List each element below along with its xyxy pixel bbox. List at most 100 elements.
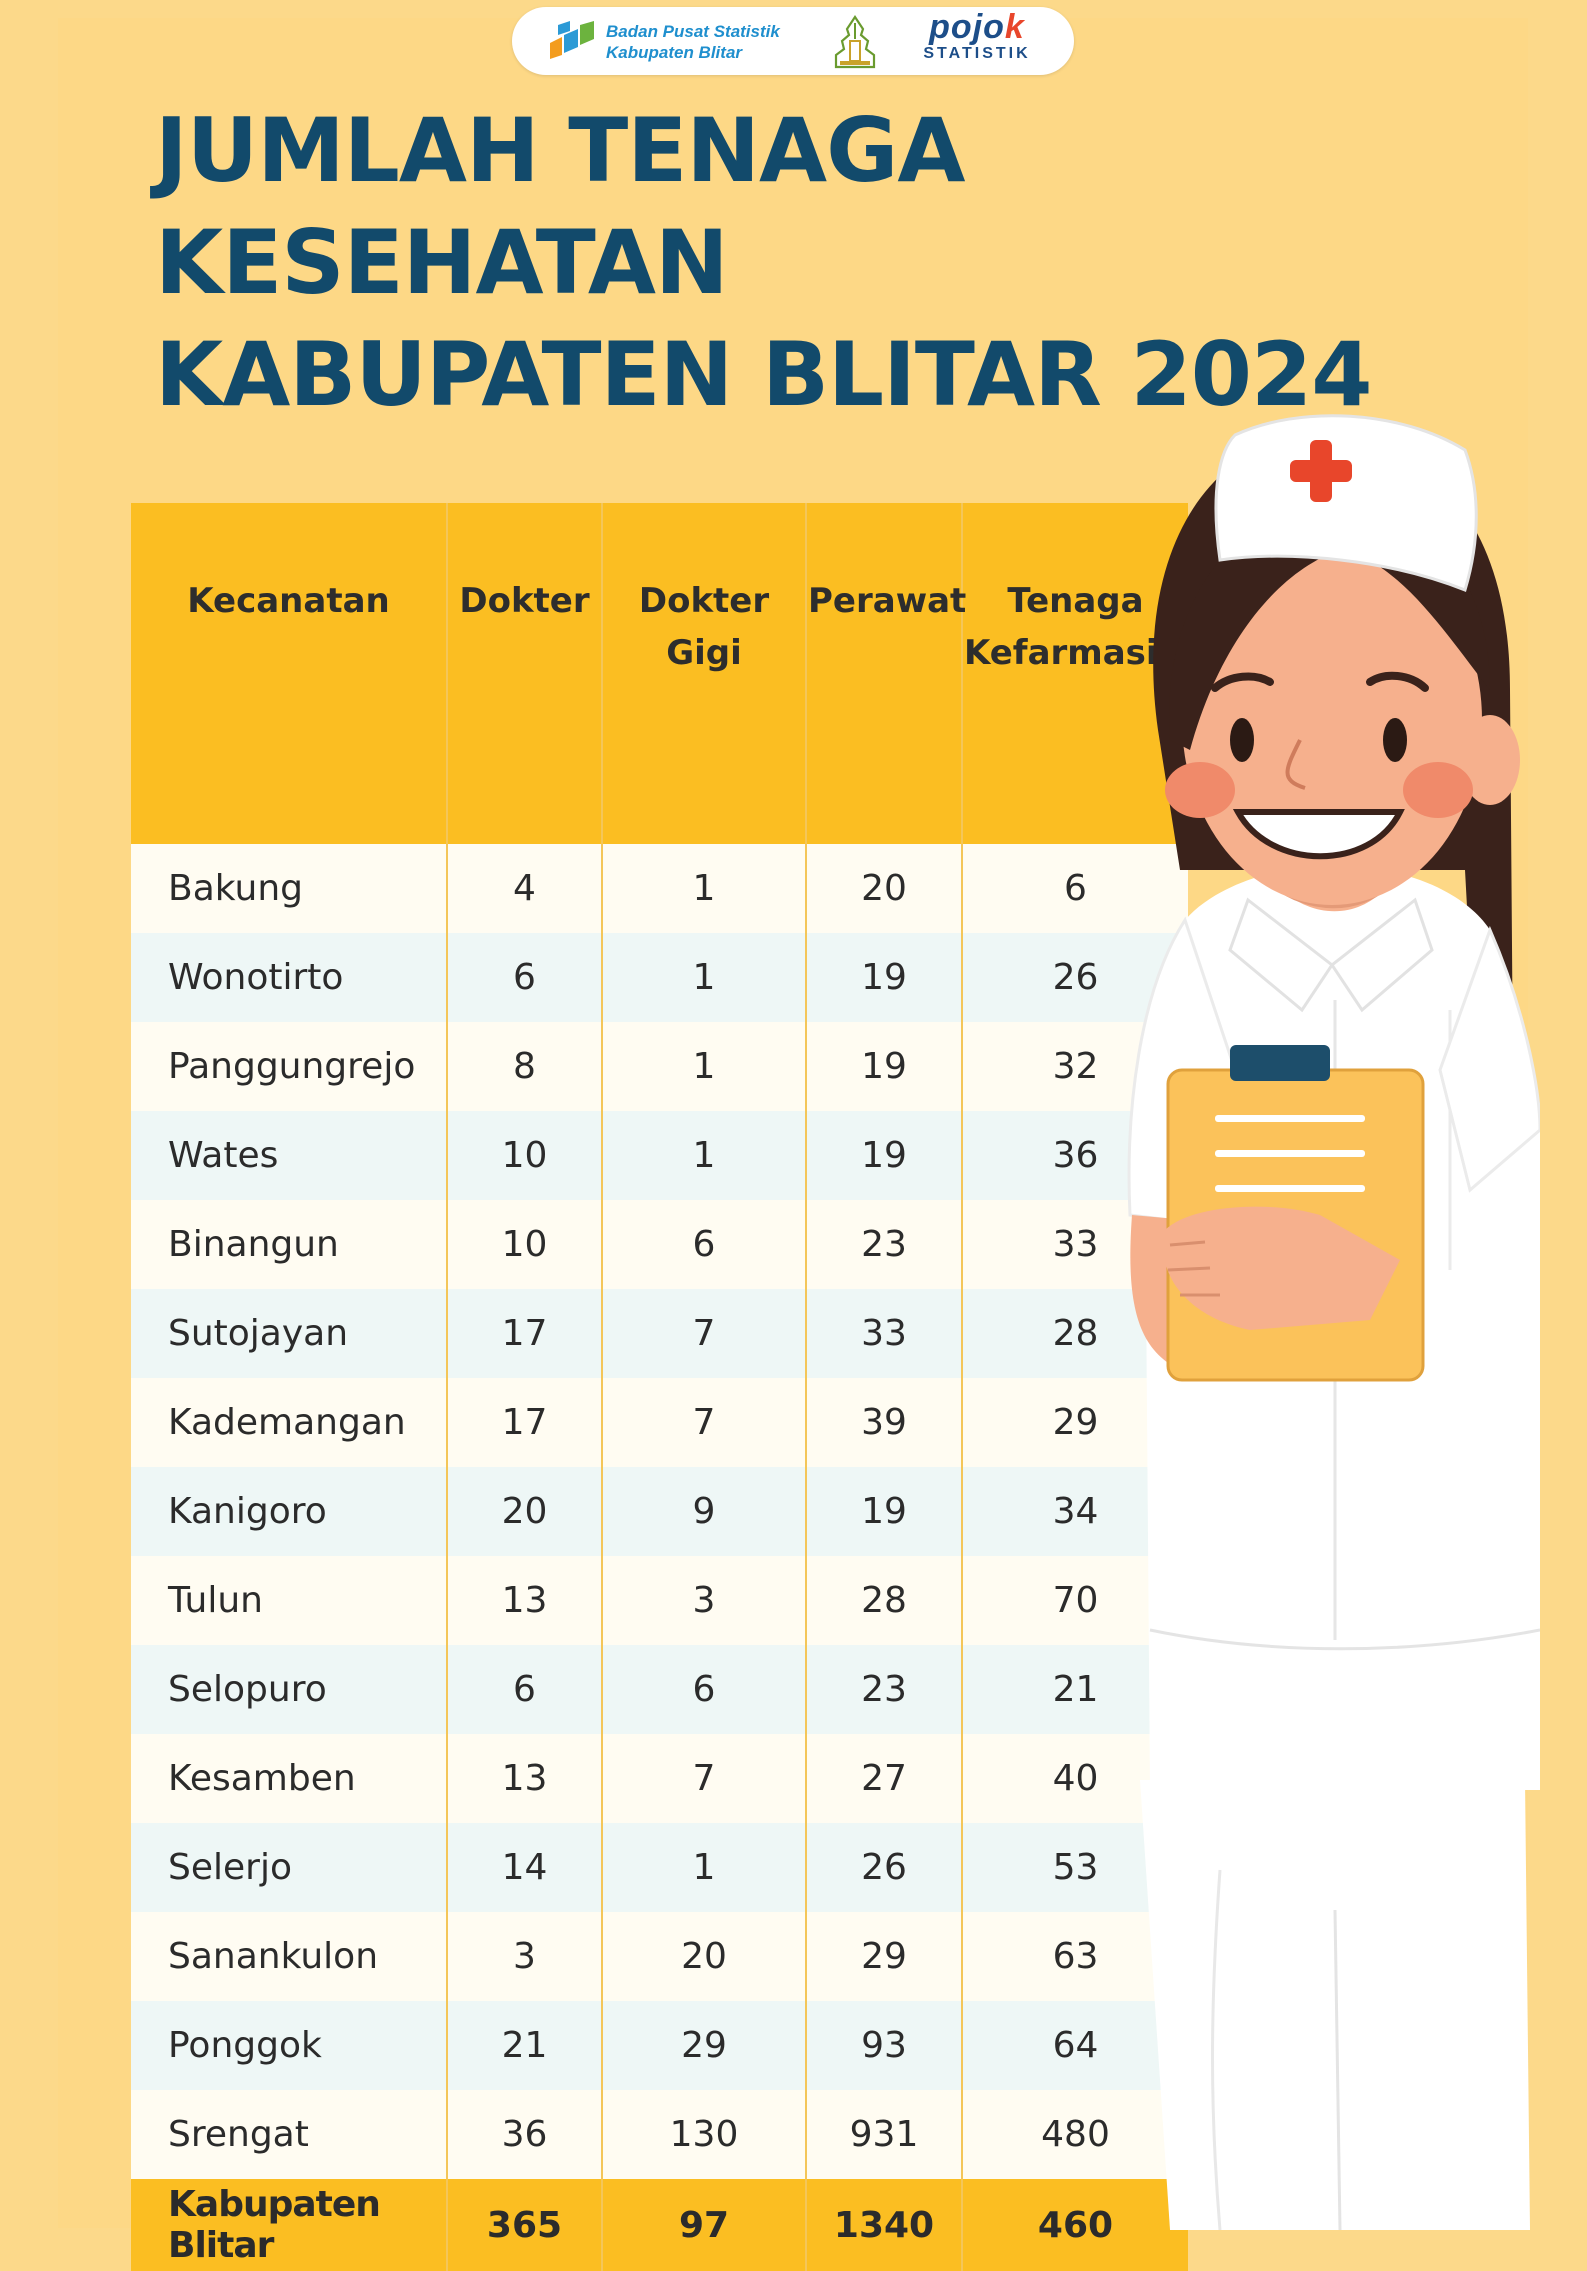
cell-kecamatan: Kesamben: [131, 1734, 447, 1823]
cell-perawat: 33: [805, 1289, 962, 1378]
cell-dokter: 36: [446, 2090, 602, 2179]
cell-perawat: 19: [805, 1467, 962, 1556]
cell-kecamatan: Binangun: [131, 1200, 447, 1289]
cell-perawat: 39: [805, 1378, 962, 1467]
cell-dokter-gigi: 29: [601, 2001, 806, 2090]
cell-dokter: 14: [446, 1823, 602, 1912]
cell-perawat: 29: [805, 1912, 962, 2001]
cell-kecamatan: Sanankulon: [131, 1912, 447, 2001]
cell-perawat: 93: [805, 2001, 962, 2090]
table-row: Srengat 36 130 931 480: [131, 2090, 1188, 2179]
cell-dokter-gigi: 9: [601, 1467, 806, 1556]
cell-perawat: 931: [805, 2090, 962, 2179]
cell-dokter-gigi: 1: [601, 1823, 806, 1912]
cell-kecamatan: Wates: [131, 1111, 447, 1200]
table-row: Tulun 13 3 28 70: [131, 1556, 1188, 1645]
cell-dokter-gigi: 6: [601, 1200, 806, 1289]
title-line-2: KABUPATEN BLITAR 2024: [155, 323, 1372, 426]
cell-dokter-gigi: 20: [601, 1912, 806, 2001]
cell-perawat: 28: [805, 1556, 962, 1645]
col-header-kefarmasian: Tenaga Kefarmasian: [961, 503, 1205, 844]
table-row: Binangun 10 6 23 33: [131, 1200, 1188, 1289]
cell-kefarmasian: 6: [961, 844, 1188, 933]
cell-dokter: 13: [446, 1556, 602, 1645]
cell-dokter: 17: [446, 1378, 602, 1467]
title-line-1: JUMLAH TENAGA KESEHATAN: [155, 99, 965, 314]
cell-kecamatan: Bakung: [131, 844, 447, 933]
cell-perawat: 27: [805, 1734, 962, 1823]
cell-perawat: 23: [805, 1200, 962, 1289]
cell-dokter-gigi: 1: [601, 844, 806, 933]
org-line-2: Kabupaten Blitar: [606, 43, 743, 62]
cell-dokter-gigi: 6: [601, 1645, 806, 1734]
cell-dokter-gigi: 7: [601, 1289, 806, 1378]
cell-dokter: 10: [446, 1200, 602, 1289]
cell-kecamatan: Kademangan: [131, 1378, 447, 1467]
cell-perawat: 19: [805, 1111, 962, 1200]
col-header-dokter-gigi: Dokter Gigi: [601, 503, 806, 844]
cell-dokter: 20: [446, 1467, 602, 1556]
table-row: Kademangan 17 7 39 29: [131, 1378, 1188, 1467]
brand-text: pojo: [929, 8, 1005, 46]
cell-dokter: 21: [446, 2001, 602, 2090]
header-logos: Badan Pusat Statistik Kabupaten Blitar p…: [512, 7, 1074, 75]
cell-dokter-gigi: 1: [601, 933, 806, 1022]
cell-dokter-gigi: 1: [601, 1111, 806, 1200]
cell-kecamatan: Wonotirto: [131, 933, 447, 1022]
cell-kecamatan: Selerjo: [131, 1823, 447, 1912]
page-title: JUMLAH TENAGA KESEHATAN KABUPATEN BLITAR…: [155, 95, 1455, 431]
cell-kecamatan: Tulun: [131, 1556, 447, 1645]
cell-dokter: 3: [446, 1912, 602, 2001]
cell-dokter: 4: [446, 844, 602, 933]
cell-kecamatan: Panggungrejo: [131, 1022, 447, 1111]
table-row: Sanankulon 3 20 29 63: [131, 1912, 1188, 2001]
cell-dokter-gigi: 3: [601, 1556, 806, 1645]
cell-dokter-gigi: 7: [601, 1378, 806, 1467]
table-row: Panggungrejo 8 1 19 32: [131, 1022, 1188, 1111]
cell-kecamatan: Selopuro: [131, 1645, 447, 1734]
cell-perawat: 19: [805, 1022, 962, 1111]
total-dokter: 365: [446, 2179, 602, 2271]
cell-perawat: 19: [805, 933, 962, 1022]
cell-kefarmasian: 480: [961, 2090, 1188, 2179]
bps-logo-icon: [550, 21, 594, 59]
table-row: Sutojayan 17 7 33 28: [131, 1289, 1188, 1378]
table-header-row: Kecanatan Dokter Dokter Gigi Perawat Ten…: [131, 503, 1205, 844]
cell-kefarmasian: 26: [961, 933, 1188, 1022]
brand-text-accent: k: [1004, 8, 1025, 46]
total-perawat: 1340: [805, 2179, 962, 2271]
col-header-kecamatan: Kecanatan: [131, 503, 447, 844]
cell-perawat: 26: [805, 1823, 962, 1912]
total-label: Kabupaten Blitar: [131, 2179, 447, 2271]
brand-subtitle: STATISTIK: [923, 45, 1031, 62]
bps-org-name: Badan Pusat Statistik Kabupaten Blitar: [606, 21, 780, 63]
cell-dokter: 13: [446, 1734, 602, 1823]
total-dokter-gigi: 97: [601, 2179, 806, 2271]
cell-kecamatan: Kanigoro: [131, 1467, 447, 1556]
cell-kecamatan: Sutojayan: [131, 1289, 447, 1378]
col-header-dokter: Dokter: [446, 503, 602, 844]
cell-dokter: 10: [446, 1111, 602, 1200]
table-row: Kesamben 13 7 27 40: [131, 1734, 1188, 1823]
cell-dokter: 6: [446, 1645, 602, 1734]
pojok-statistik-logo: pojok STATISTIK: [907, 9, 1047, 73]
table-row: Kanigoro 20 9 19 34: [131, 1467, 1188, 1556]
table-total-row: Kabupaten Blitar 365 97 1340 460: [131, 2179, 1188, 2271]
org-line-1: Badan Pusat Statistik: [606, 22, 780, 41]
cell-kefarmasian: 64: [961, 2001, 1188, 2090]
cell-dokter-gigi: 130: [601, 2090, 806, 2179]
cell-perawat: 23: [805, 1645, 962, 1734]
table-row: Selopuro 6 6 23 21: [131, 1645, 1188, 1734]
cell-kecamatan: Ponggok: [131, 2001, 447, 2090]
nurse-illustration: [1127, 414, 1540, 2230]
cell-kecamatan: Srengat: [131, 2090, 447, 2179]
table-body: Bakung 4 1 20 6 Wonotirto 6 1 19 26 Panggungrejo 8 1…: [131, 844, 1188, 2179]
regency-emblem-icon: [834, 15, 876, 69]
cell-dokter: 17: [446, 1289, 602, 1378]
health-workers-table: Kecanatan Dokter Dokter Gigi Perawat Ten…: [131, 503, 1205, 2271]
cell-dokter-gigi: 1: [601, 1022, 806, 1111]
table-row: Wates 10 1 19 36: [131, 1111, 1188, 1200]
cell-dokter: 6: [446, 933, 602, 1022]
table-row: Ponggok 21 29 93 64: [131, 2001, 1188, 2090]
cell-dokter-gigi: 7: [601, 1734, 806, 1823]
